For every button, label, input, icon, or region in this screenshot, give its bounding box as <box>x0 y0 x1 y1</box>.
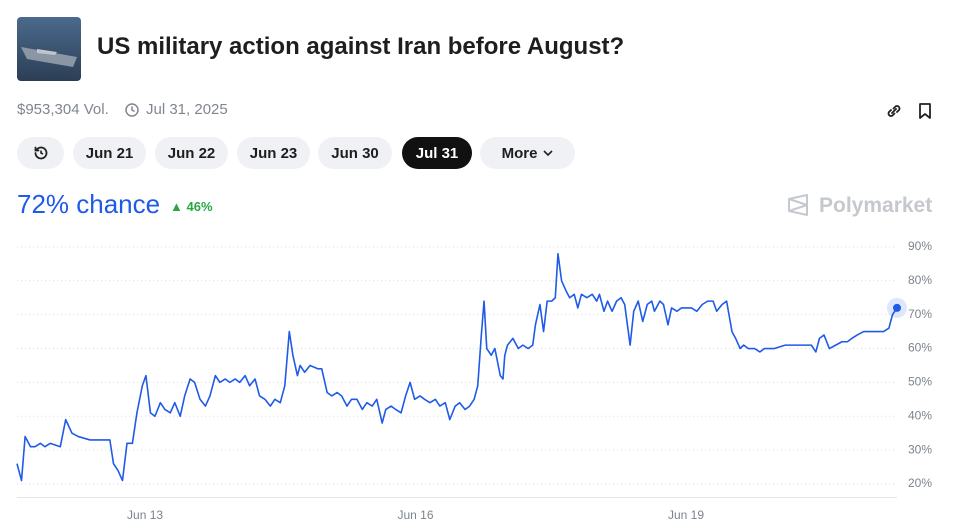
y-tick-label: 50% <box>908 375 932 389</box>
y-tick-label: 60% <box>908 341 932 355</box>
change: ▲ 46% <box>170 199 213 214</box>
volume: $953,304 Vol. <box>17 101 109 118</box>
x-tick-label: Jun 19 <box>668 508 704 522</box>
thumbnail <box>17 17 81 81</box>
y-tick-label: 30% <box>908 442 932 456</box>
date-button[interactable]: Jun 22 <box>155 137 228 169</box>
change-value: 46% <box>186 199 213 214</box>
y-tick-label: 80% <box>908 273 932 287</box>
market-image <box>17 17 81 81</box>
brand: Polymarket <box>819 194 933 217</box>
y-tick-label: 20% <box>908 476 932 490</box>
date-button[interactable]: Jun 23 <box>237 137 310 169</box>
date-button[interactable]: Jun 30 <box>318 137 392 169</box>
end-date: Jul 31, 2025 <box>146 101 228 118</box>
end-point <box>893 303 901 312</box>
x-tick-label: Jun 13 <box>127 508 163 522</box>
y-tick-label: 90% <box>908 239 932 253</box>
bookmark-button[interactable] <box>917 102 933 120</box>
market-title: US military action against Iran before A… <box>97 33 625 60</box>
link-button[interactable] <box>885 102 903 120</box>
chance: 72% chance <box>17 189 161 219</box>
y-tick-label: 40% <box>908 408 932 422</box>
more-label: More <box>501 144 538 162</box>
x-tick-label: Jun 16 <box>398 508 434 522</box>
clock-icon <box>125 103 139 117</box>
more-button[interactable]: More <box>480 137 575 169</box>
chevron <box>543 150 553 157</box>
date-button[interactable]: Jun 21 <box>73 137 146 169</box>
date-button[interactable]: Jul 31 <box>402 137 472 169</box>
brand-logo <box>788 194 808 216</box>
y-tick-label: 70% <box>908 307 932 321</box>
history-button[interactable] <box>17 137 64 169</box>
history-icon <box>34 146 47 160</box>
price-line <box>16 252 898 482</box>
